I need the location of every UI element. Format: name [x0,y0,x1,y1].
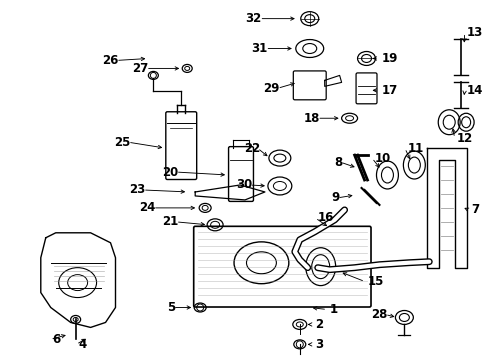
Text: 17: 17 [381,84,397,97]
Text: 16: 16 [317,211,333,224]
Text: 18: 18 [303,112,319,125]
Text: 19: 19 [381,52,397,65]
Text: 28: 28 [370,308,386,321]
Text: 32: 32 [245,12,262,25]
Text: 30: 30 [235,179,251,192]
Text: 25: 25 [114,136,130,149]
Text: 3: 3 [314,338,322,351]
Text: 12: 12 [456,132,472,145]
Text: 29: 29 [263,82,279,95]
Text: 2: 2 [314,318,322,331]
Text: 5: 5 [167,301,175,314]
Text: 9: 9 [331,192,339,204]
Text: 7: 7 [470,203,478,216]
Text: 23: 23 [129,184,145,197]
Text: 6: 6 [53,333,61,346]
Text: 20: 20 [162,166,178,179]
Text: 22: 22 [243,141,260,155]
Text: 24: 24 [139,201,155,215]
Text: 4: 4 [79,338,87,351]
Text: 15: 15 [367,275,383,288]
Text: 26: 26 [102,54,118,67]
Text: 11: 11 [407,141,423,155]
Text: 13: 13 [466,26,483,39]
Text: 27: 27 [132,62,148,75]
Text: 31: 31 [251,42,267,55]
Text: 14: 14 [466,84,483,97]
Text: 1: 1 [329,303,337,316]
Text: 10: 10 [374,152,390,165]
Text: 8: 8 [334,156,342,168]
Text: 21: 21 [162,215,178,228]
